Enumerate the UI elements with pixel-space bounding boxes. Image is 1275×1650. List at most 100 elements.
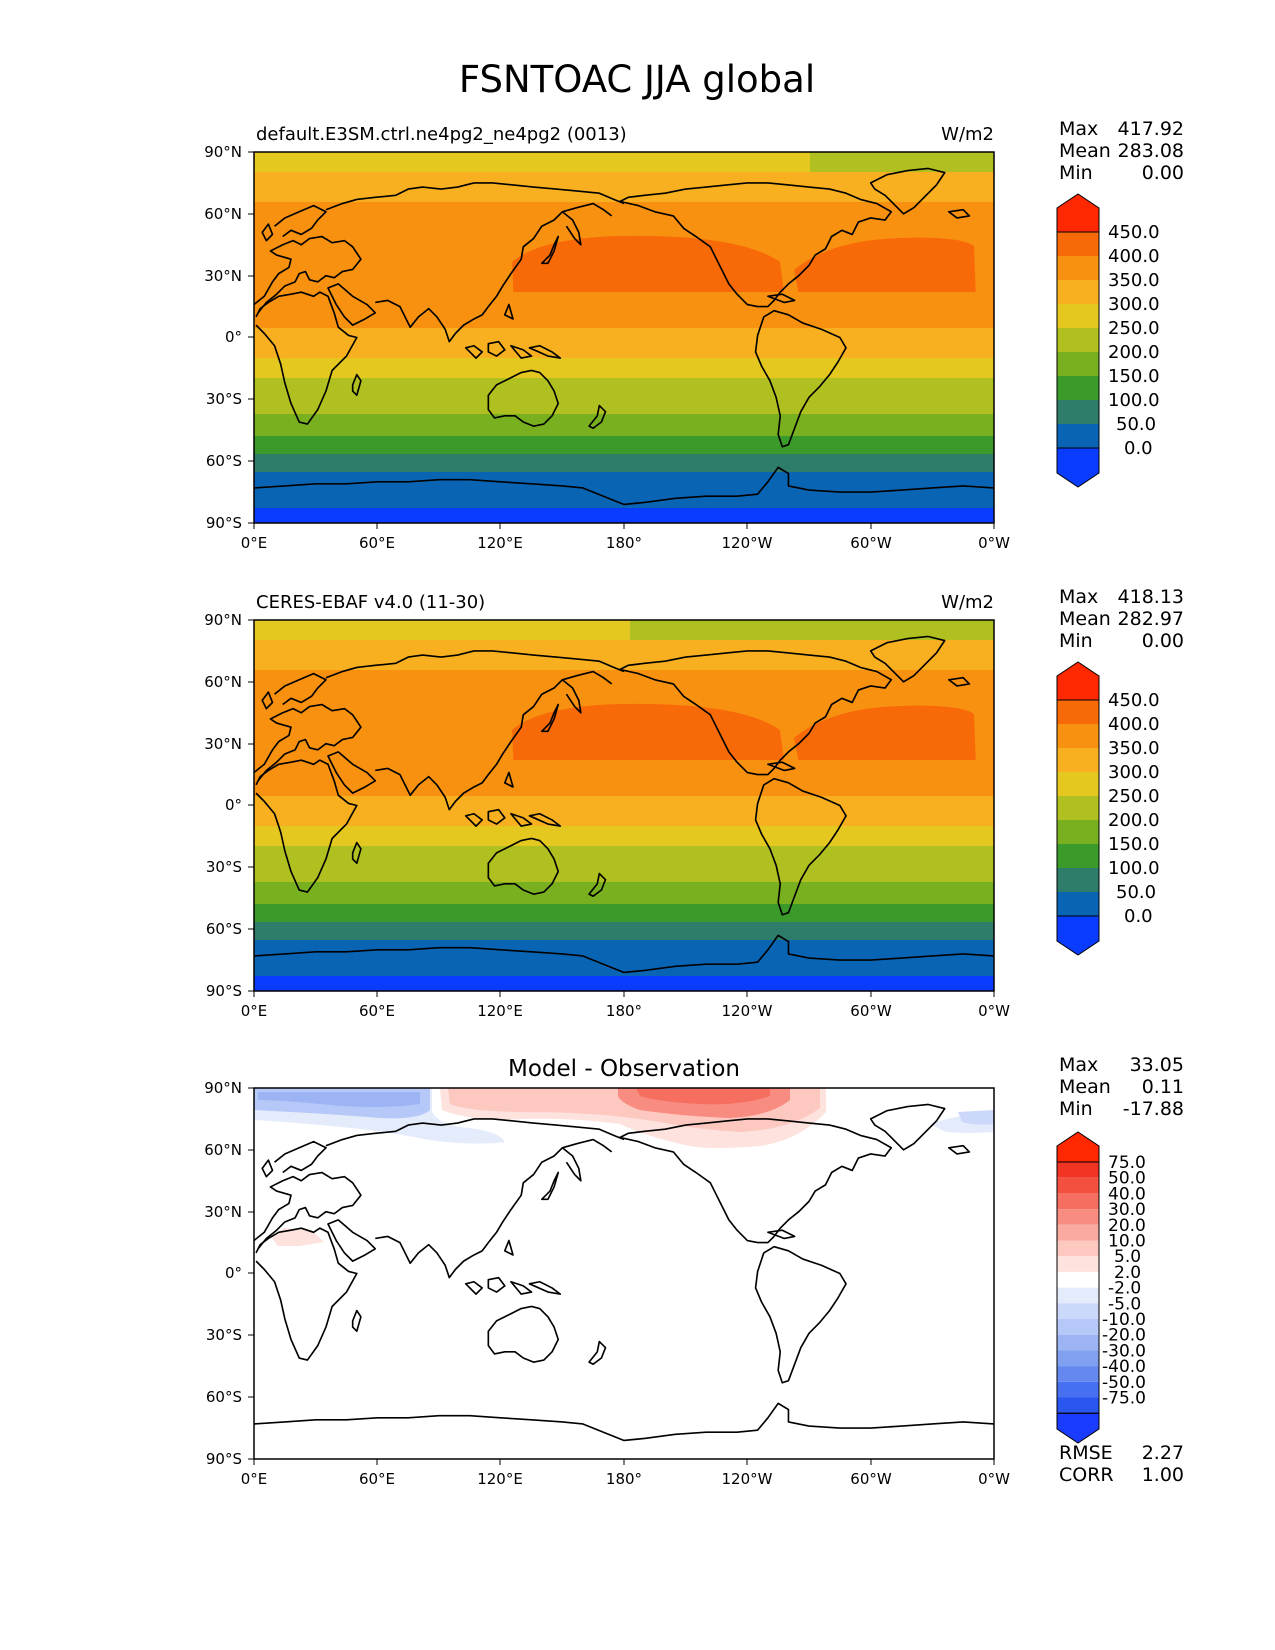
panel-model-map [254, 152, 994, 523]
stat-value-min: 0.00 [1142, 162, 1184, 184]
colorbar-label: -20.0 [1102, 1326, 1146, 1346]
figure-title: FSNTOAC JJA global [459, 58, 815, 101]
colorbar-label: -50.0 [1102, 1373, 1146, 1393]
panel-diff-colorbar: 75.0 50.0 40.0 30.0 20.0 10.0 5.0 2.0 -2… [1056, 1131, 1146, 1444]
colorbar-label: 450.0 [1108, 222, 1160, 243]
stat-label-rmse: RMSE [1059, 1442, 1113, 1464]
colorbar-label: 30.0 [1108, 1200, 1146, 1220]
panel-diff-center-title: Model - Observation [508, 1056, 740, 1082]
lat-tick-label: 30°N [204, 267, 242, 285]
colorbar-label: 150.0 [1108, 366, 1160, 387]
lon-tick-label: 60°W [850, 1470, 892, 1488]
lon-tick-label: 0°E [241, 1002, 268, 1020]
lon-tick-label: 180° [606, 1002, 642, 1020]
colorbar-label: 400.0 [1108, 714, 1160, 735]
lon-tick-label: 120°W [722, 1470, 773, 1488]
stat-value-rmse: 2.27 [1142, 1442, 1184, 1464]
colorbar-label: 100.0 [1108, 858, 1160, 879]
lon-tick-label: 60°E [359, 534, 395, 552]
stat-label-mean: Mean [1059, 140, 1111, 162]
lat-tick-label: 30°N [204, 1203, 242, 1221]
colorbar-label: 200.0 [1108, 810, 1160, 831]
colorbar-label: -2.0 [1108, 1279, 1141, 1299]
panel-diff-stats: Max 33.05 Mean 0.11 Min -17.88 [1059, 1054, 1184, 1120]
colorbar-label: 50.0 [1116, 414, 1156, 435]
lon-tick-label: 120°E [477, 1002, 523, 1020]
stat-value-max: 417.92 [1118, 118, 1184, 140]
lat-tick-label: 60°N [204, 205, 242, 223]
lat-tick-label: 30°S [206, 858, 242, 876]
lat-tick-label: 30°S [206, 390, 242, 408]
stat-label-corr: CORR [1059, 1464, 1114, 1486]
stat-label-max: Max [1059, 118, 1098, 140]
colorbar-label: 50.0 [1108, 1169, 1146, 1189]
colorbar-label: 200.0 [1108, 342, 1160, 363]
colorbar-label: 20.0 [1108, 1216, 1146, 1236]
stat-label-mean: Mean [1059, 1076, 1111, 1098]
panel-model: default.E3SM.ctrl.ne4pg2_ne4pg2 (0013) W… [204, 118, 1184, 552]
stat-value-mean: 282.97 [1118, 608, 1184, 630]
stat-label-max: Max [1059, 1054, 1098, 1076]
colorbar-label: 450.0 [1108, 690, 1160, 711]
stat-label-max: Max [1059, 586, 1098, 608]
panel-diff: Model - Observation 90°N 60°N 30°N 0° [204, 1054, 1184, 1488]
panel-model-units: W/m2 [941, 124, 994, 145]
lat-tick-label: 30°S [206, 1326, 242, 1344]
lon-tick-label: 60°W [850, 1002, 892, 1020]
stat-label-mean: Mean [1059, 608, 1111, 630]
colorbar-label: 300.0 [1108, 294, 1160, 315]
colorbar-label: -30.0 [1102, 1341, 1146, 1361]
colorbar-label: 40.0 [1108, 1184, 1146, 1204]
panel-model-lon-ticks: 0°E 60°E 120°E 180° 120°W 60°W 0°W [241, 523, 1010, 552]
colorbar-label: -5.0 [1108, 1294, 1141, 1314]
colorbar-label: 10.0 [1108, 1232, 1146, 1252]
colorbar-label: -40.0 [1102, 1357, 1146, 1377]
colorbar-label: 400.0 [1108, 246, 1160, 267]
panel-model-stats: Max 417.92 Mean 283.08 Min 0.00 [1059, 118, 1184, 184]
lat-tick-label: 60°S [206, 920, 242, 938]
lon-tick-label: 120°E [477, 534, 523, 552]
colorbar-label: 50.0 [1116, 882, 1156, 903]
colorbar-label: 350.0 [1108, 738, 1160, 759]
colorbar-label: 250.0 [1108, 786, 1160, 807]
lat-tick-label: 90°N [204, 1079, 242, 1097]
lon-tick-label: 180° [606, 1470, 642, 1488]
lat-tick-label: 0° [225, 796, 242, 814]
lon-tick-label: 0°E [241, 1470, 268, 1488]
panel-diff-extra-stats: RMSE 2.27 CORR 1.00 [1059, 1442, 1184, 1486]
lon-tick-label: 0°E [241, 534, 268, 552]
lat-tick-label: 90°S [206, 1450, 242, 1468]
colorbar-label: -10.0 [1102, 1310, 1146, 1330]
stat-value-mean: 283.08 [1118, 140, 1184, 162]
stat-value-corr: 1.00 [1142, 1464, 1184, 1486]
colorbar-label: 0.0 [1124, 438, 1153, 459]
panel-diff-lat-ticks: 90°N 60°N 30°N 0° 30°S 60°S 90°S [204, 1079, 254, 1468]
panel-obs-colorbar: 450.0 400.0 350.0 300.0 250.0 200.0 150.… [1056, 661, 1160, 956]
stat-label-min: Min [1059, 630, 1093, 652]
lon-tick-label: 0°W [978, 534, 1010, 552]
panel-model-left-title: default.E3SM.ctrl.ne4pg2_ne4pg2 (0013) [256, 124, 627, 145]
lat-tick-label: 30°N [204, 735, 242, 753]
lon-tick-label: 60°W [850, 534, 892, 552]
lon-tick-label: 120°W [722, 1002, 773, 1020]
lat-tick-label: 90°S [206, 514, 242, 532]
colorbar-label: 350.0 [1108, 270, 1160, 291]
colorbar-label: 2.0 [1114, 1263, 1141, 1283]
panel-obs-left-title: CERES-EBAF v4.0 (11-30) [256, 592, 485, 613]
panel-obs-map [254, 620, 994, 991]
lat-tick-label: 60°N [204, 1141, 242, 1159]
lat-tick-label: 90°S [206, 982, 242, 1000]
stat-value-max: 33.05 [1130, 1054, 1184, 1076]
lat-tick-label: 60°S [206, 1388, 242, 1406]
lon-tick-label: 60°E [359, 1470, 395, 1488]
lat-tick-label: 90°N [204, 611, 242, 629]
lat-tick-label: 60°N [204, 673, 242, 691]
colorbar-label: 0.0 [1124, 906, 1153, 927]
panel-model-lat-ticks: 90°N 60°N 30°N 0° 30°S 60°S 90°S [204, 143, 254, 532]
colorbar-label: -75.0 [1102, 1389, 1146, 1409]
stat-label-min: Min [1059, 1098, 1093, 1120]
panel-model-colorbar: 450.0 400.0 350.0 300.0 250.0 200.0 150.… [1056, 193, 1160, 488]
colorbar-label: 5.0 [1114, 1247, 1141, 1267]
stat-value-min: 0.00 [1142, 630, 1184, 652]
